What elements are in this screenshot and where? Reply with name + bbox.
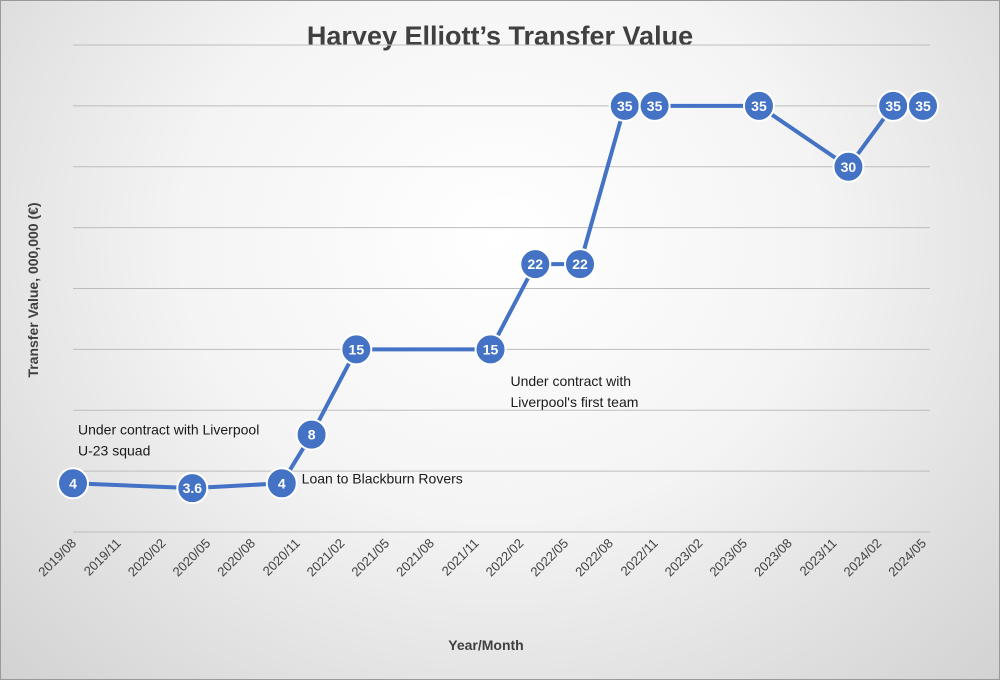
x-tick-label: 2023/08 xyxy=(751,536,795,580)
data-point-marker xyxy=(742,89,775,122)
data-label: 22 xyxy=(527,256,543,272)
data-point-marker xyxy=(638,89,671,122)
data-label: 4 xyxy=(69,475,77,491)
data-point-marker xyxy=(519,248,552,281)
data-point-marker xyxy=(907,89,939,122)
data-point-marker xyxy=(474,333,507,366)
y-axis-label: Transfer Value, 000,000 (€) xyxy=(25,202,41,377)
data-label: 22 xyxy=(572,256,588,272)
chart-title: Harvey Elliott’s Transfer Value xyxy=(307,21,693,51)
annotation-text: U-23 squad xyxy=(78,443,150,459)
data-label: 4 xyxy=(278,475,286,491)
annotation-text: Under contract with Liverpool xyxy=(78,422,259,438)
data-label: 8 xyxy=(308,427,316,443)
x-tick-label: 2024/02 xyxy=(841,536,885,580)
data-label: 15 xyxy=(483,341,499,357)
x-tick-label: 2020/05 xyxy=(169,536,213,580)
data-point-marker xyxy=(265,467,298,500)
gridlines xyxy=(73,44,930,533)
annotation-text: Under contract with xyxy=(510,373,631,389)
data-label: 35 xyxy=(751,98,767,114)
data-label: 35 xyxy=(617,98,633,114)
x-tick-label: 2024/05 xyxy=(885,536,929,580)
x-tick-label: 2019/11 xyxy=(81,536,124,579)
annotation-text: Liverpool's first team xyxy=(510,394,638,410)
x-tick-label: 2022/05 xyxy=(527,536,571,580)
x-tick-label: 2022/02 xyxy=(483,536,527,580)
data-point-marker xyxy=(57,467,89,500)
x-tick-label: 2020/11 xyxy=(260,536,303,579)
x-tick-label: 2022/11 xyxy=(618,536,661,579)
data-label: 15 xyxy=(349,341,365,357)
x-tick-label: 2021/05 xyxy=(348,536,392,580)
data-label: 30 xyxy=(841,159,857,175)
data-label: 35 xyxy=(885,98,901,114)
x-tick-label: 2021/11 xyxy=(439,536,482,579)
data-point-marker xyxy=(564,248,597,281)
data-label: 35 xyxy=(915,98,931,114)
x-tick-label: 2023/11 xyxy=(796,536,839,579)
series-line: 4 3.6 4 8 15 15 22 22 35 35 35 30 35 35 xyxy=(57,89,939,505)
data-label: 3.6 xyxy=(183,480,203,496)
data-point-marker xyxy=(340,333,373,366)
annotations: Under contract with Liverpool U-23 squad L… xyxy=(78,373,638,486)
x-tick-label: 2020/02 xyxy=(125,536,169,580)
x-axis-label: Year/Month xyxy=(448,637,523,653)
x-tick-label: 2023/02 xyxy=(662,536,706,580)
data-point-marker xyxy=(176,472,209,505)
x-tick-label: 2021/08 xyxy=(393,536,437,580)
x-tick-label: 2022/08 xyxy=(572,536,616,580)
x-tick-label: 2023/05 xyxy=(706,536,750,580)
data-point-marker xyxy=(295,418,328,451)
data-point-marker xyxy=(832,150,865,183)
x-tick-label: 2021/02 xyxy=(304,536,348,580)
x-tick-label: 2020/08 xyxy=(214,536,258,580)
x-tick-labels: 2019/08 2019/11 2020/02 2020/05 2020/08 2020/… xyxy=(35,536,929,580)
data-label: 35 xyxy=(647,98,663,114)
x-tick-label: 2019/08 xyxy=(35,536,79,580)
annotation-text: Loan to Blackburn Rovers xyxy=(302,470,463,486)
